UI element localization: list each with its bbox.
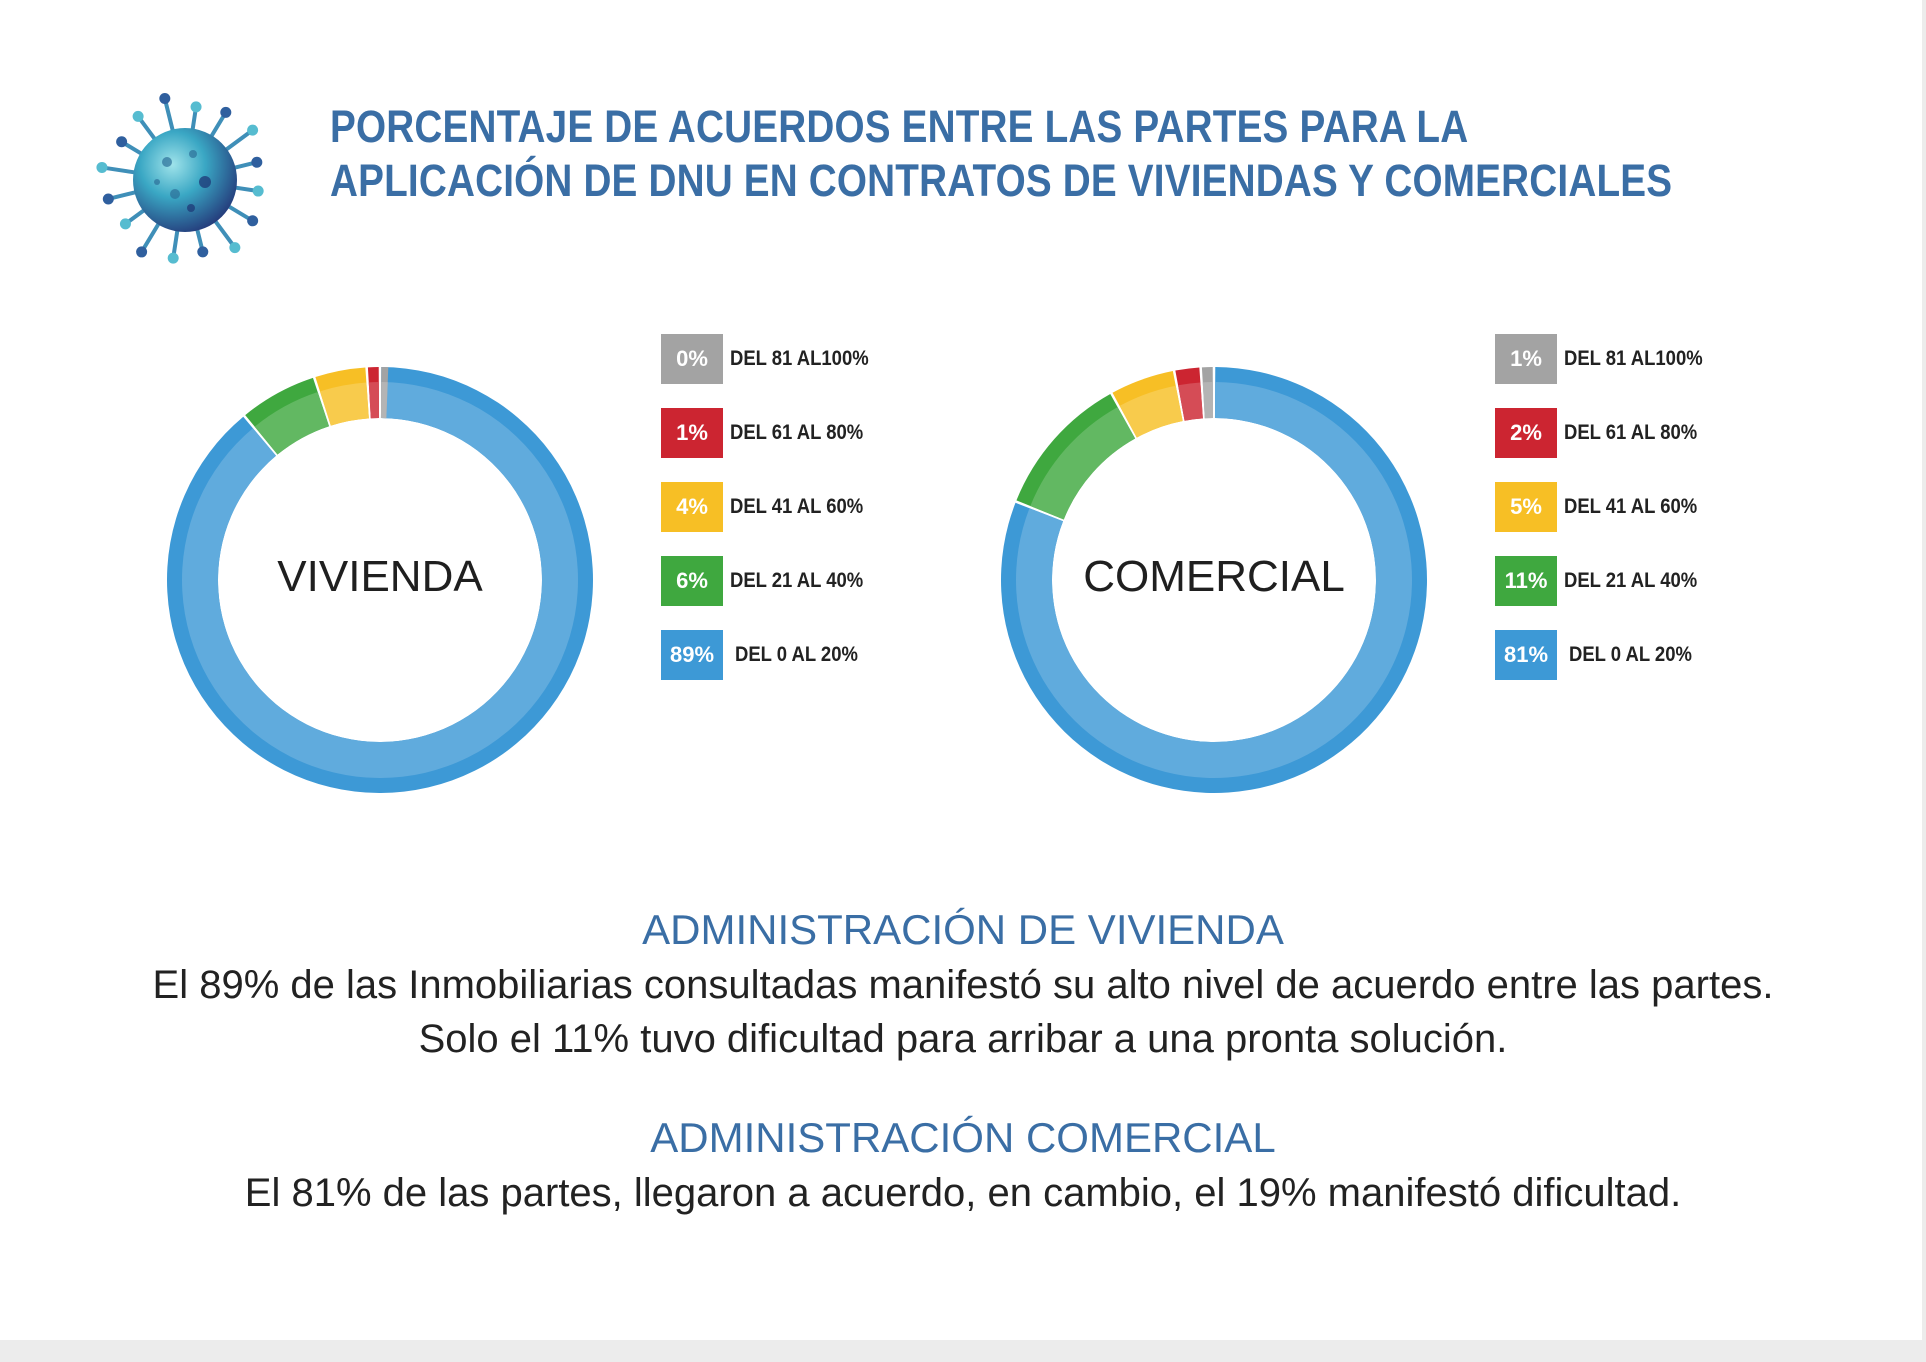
legend-vivienda: 0% DEL 81 AL100% 1% DEL 61 AL 80% 4% DEL… bbox=[661, 334, 891, 684]
page-bottom-strip bbox=[0, 1340, 1926, 1362]
legend-label: DEL 61 AL 80% bbox=[1564, 421, 1698, 444]
donut-chart-comercial: COMERCIAL bbox=[994, 360, 1434, 800]
legend-label: DEL 0 AL 20% bbox=[735, 643, 858, 666]
donut-slice-inner bbox=[319, 382, 369, 426]
donut-slice-inner bbox=[254, 392, 330, 455]
legend-swatch: 1% bbox=[661, 408, 723, 458]
legend-swatch: 6% bbox=[661, 556, 723, 606]
page-title: PORCENTAJE DE ACUERDOS ENTRE LAS PARTES … bbox=[330, 100, 1673, 208]
donut-slice-inner bbox=[1202, 382, 1214, 419]
legend-label: DEL 81 AL100% bbox=[730, 347, 869, 370]
donut-svg-vivienda bbox=[166, 367, 593, 793]
section-text-line: El 81% de las partes, llegaron a acuerdo… bbox=[244, 1171, 1682, 1215]
legend-swatch: 89% bbox=[661, 630, 723, 680]
donut-slice-inner bbox=[1030, 407, 1136, 520]
title-line-1: PORCENTAJE DE ACUERDOS ENTRE LAS PARTES … bbox=[330, 101, 1469, 152]
virus-icon bbox=[96, 92, 264, 264]
section-body-comercial: El 81% de las partes, llegaron a acuerdo… bbox=[0, 1166, 1926, 1220]
section-heading-vivienda: ADMINISTRACIÓN DE VIVIENDA bbox=[642, 906, 1284, 953]
donut-slice-inner bbox=[1178, 382, 1203, 421]
legend-label: DEL 0 AL 20% bbox=[1569, 643, 1692, 666]
section-heading-comercial: ADMINISTRACIÓN COMERCIAL bbox=[650, 1114, 1276, 1161]
legend-label: DEL 21 AL 40% bbox=[1564, 569, 1698, 592]
legend-swatch: 81% bbox=[1495, 630, 1557, 680]
donut-chart-vivienda: VIVIENDA bbox=[160, 360, 600, 800]
section-text-line: Solo el 11% tuvo dificultad para arribar… bbox=[418, 1017, 1508, 1061]
title-line-2: APLICACIÓN DE DNU EN CONTRATOS DE VIVIEN… bbox=[330, 155, 1673, 206]
legend-swatch: 0% bbox=[661, 334, 723, 384]
legend-swatch: 1% bbox=[1495, 334, 1557, 384]
page-edge bbox=[1922, 0, 1926, 1340]
legend-swatch: 11% bbox=[1495, 556, 1557, 606]
legend-comercial: 1% DEL 81 AL100% 2% DEL 61 AL 80% 5% DEL… bbox=[1495, 334, 1725, 684]
legend-label: DEL 81 AL100% bbox=[1564, 347, 1703, 370]
donut-slice-inner bbox=[368, 382, 380, 419]
legend-label: DEL 61 AL 80% bbox=[730, 421, 864, 444]
legend-label: DEL 41 AL 60% bbox=[1564, 495, 1698, 518]
section-body-vivienda: El 89% de las Inmobiliarias consultadas … bbox=[0, 958, 1926, 1066]
section-text-line: El 89% de las Inmobiliarias consultadas … bbox=[152, 963, 1774, 1007]
legend-swatch: 5% bbox=[1495, 482, 1557, 532]
legend-swatch: 4% bbox=[661, 482, 723, 532]
legend-label: DEL 41 AL 60% bbox=[730, 495, 864, 518]
donut-center-label: VIVIENDA bbox=[277, 552, 483, 601]
donut-svg-comercial bbox=[1001, 367, 1427, 793]
donut-slice-inner bbox=[1119, 385, 1183, 438]
donut-center-label: COMERCIAL bbox=[1083, 552, 1345, 601]
donut-slice-inner bbox=[380, 382, 388, 419]
legend-swatch: 2% bbox=[1495, 408, 1557, 458]
legend-label: DEL 21 AL 40% bbox=[730, 569, 864, 592]
